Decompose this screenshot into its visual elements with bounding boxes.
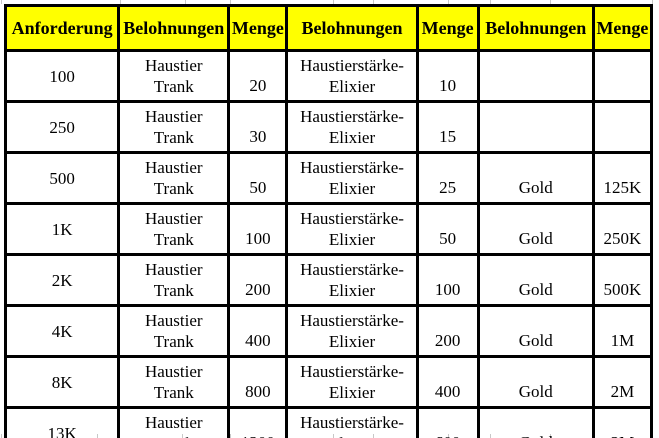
cell-reward-elixir: Haustierstärke- Elixier: [285, 304, 419, 358]
cell-amount-gold: 3M: [591, 406, 654, 438]
cell-requirement: 1K: [3, 202, 121, 256]
cell-requirement: 2K: [3, 253, 121, 307]
cell-reward-gold: Gold: [476, 151, 595, 205]
cell-requirement: 8K: [3, 355, 121, 409]
gridline-tick: [373, 0, 374, 4]
gridline-tick: [1, 0, 2, 4]
header-belohnungen-2: Belohnungen: [285, 4, 419, 52]
gridline-tick: [230, 0, 231, 4]
cell-requirement: 250: [3, 100, 121, 154]
cell-requirement: 13K: [3, 406, 121, 438]
cell-reward-potion: Haustier Trank: [117, 202, 231, 256]
cell-requirement: 100: [3, 49, 121, 103]
cell-amount-elixir: 400: [415, 355, 480, 409]
cell-amount-potion: 1200: [227, 406, 289, 438]
table-row: 4K Haustier Trank 400 Haustierstärke- El…: [3, 304, 654, 358]
cell-reward-potion: Haustier Trank: [117, 49, 231, 103]
cell-amount-elixir: 100: [415, 253, 480, 307]
cell-reward-elixir: Haustierstärke- Elixier: [285, 253, 419, 307]
gridline-tick: [185, 0, 186, 4]
cell-requirement: 4K: [3, 304, 121, 358]
cell-amount-gold: 500K: [591, 253, 654, 307]
gridline-tick: [652, 0, 653, 4]
gridline-tick: [1, 434, 2, 438]
cell-reward-potion: Haustier Trank: [117, 304, 231, 358]
cell-reward-gold: [476, 49, 595, 103]
cell-requirement: 500: [3, 151, 121, 205]
header-belohnungen-1: Belohnungen: [117, 4, 231, 52]
cell-amount-potion: 400: [227, 304, 289, 358]
cell-reward-gold: Gold: [476, 304, 595, 358]
cell-reward-elixir: Haustierstärke- Elixier: [285, 355, 419, 409]
header-menge-2: Menge: [415, 4, 480, 52]
rewards-table: Anforderung Belohnungen Menge Belohnunge…: [3, 4, 654, 438]
cell-amount-potion: 50: [227, 151, 289, 205]
cell-reward-gold: [476, 100, 595, 154]
header-menge-3: Menge: [591, 4, 654, 52]
cell-reward-elixir: Haustierstärke- Elixier: [285, 49, 419, 103]
table-row: 2K Haustier Trank 200 Haustierstärke- El…: [3, 253, 654, 307]
table-row: 1K Haustier Trank 100 Haustierstärke- El…: [3, 202, 654, 256]
header-anforderung: Anforderung: [3, 4, 121, 52]
cell-amount-potion: 100: [227, 202, 289, 256]
gridline-tick: [550, 0, 551, 4]
cell-amount-elixir: 25: [415, 151, 480, 205]
gridline-tick: [120, 0, 121, 4]
table-row: 8K Haustier Trank 800 Haustierstärke- El…: [3, 355, 654, 409]
cell-reward-potion: Haustier Trank: [117, 355, 231, 409]
cell-amount-gold: [591, 100, 654, 154]
cell-amount-potion: 800: [227, 355, 289, 409]
cell-amount-potion: 30: [227, 100, 289, 154]
cell-reward-potion: Haustier Trank: [117, 151, 231, 205]
cell-amount-elixir: 200: [415, 304, 480, 358]
gridline-tick: [652, 434, 653, 438]
gridline-tick: [490, 0, 491, 4]
cell-reward-elixir: Haustierstärke- Elixier: [285, 151, 419, 205]
cell-reward-potion: Haustier Trank: [117, 406, 231, 438]
header-belohnungen-3: Belohnungen: [476, 4, 595, 52]
cell-reward-potion: Haustier Trank: [117, 253, 231, 307]
table-row: 250 Haustier Trank 30 Haustierstärke- El…: [3, 100, 654, 154]
cell-amount-elixir: 10: [415, 49, 480, 103]
cell-reward-potion: Haustier Trank: [117, 100, 231, 154]
cell-amount-gold: [591, 49, 654, 103]
cell-reward-gold: Gold: [476, 202, 595, 256]
cell-amount-elixir: 50: [415, 202, 480, 256]
cell-reward-elixir: Haustierstärke- Elixier: [285, 406, 419, 438]
header-row: Anforderung Belohnungen Menge Belohnunge…: [3, 4, 654, 52]
table-row: 100 Haustier Trank 20 Haustierstärke- El…: [3, 49, 654, 103]
table-row: 13K Haustier Trank 1200 Haustierstärke- …: [3, 406, 654, 438]
gridline-tick: [448, 0, 449, 4]
cell-amount-gold: 125K: [591, 151, 654, 205]
cell-reward-gold: Gold: [476, 355, 595, 409]
cell-reward-gold: Gold: [476, 253, 595, 307]
table-row: 500 Haustier Trank 50 Haustierstärke- El…: [3, 151, 654, 205]
gridline-tick: [333, 0, 334, 4]
cell-reward-gold: Gold: [476, 406, 595, 438]
cell-amount-elixir: 15: [415, 100, 480, 154]
cell-reward-elixir: Haustierstärke- Elixier: [285, 202, 419, 256]
cell-amount-gold: 1M: [591, 304, 654, 358]
cell-amount-gold: 2M: [591, 355, 654, 409]
header-menge-1: Menge: [227, 4, 289, 52]
cell-reward-elixir: Haustierstärke- Elixier: [285, 100, 419, 154]
cell-amount-potion: 200: [227, 253, 289, 307]
cell-amount-elixir: 600: [415, 406, 480, 438]
cell-amount-gold: 250K: [591, 202, 654, 256]
cell-amount-potion: 20: [227, 49, 289, 103]
